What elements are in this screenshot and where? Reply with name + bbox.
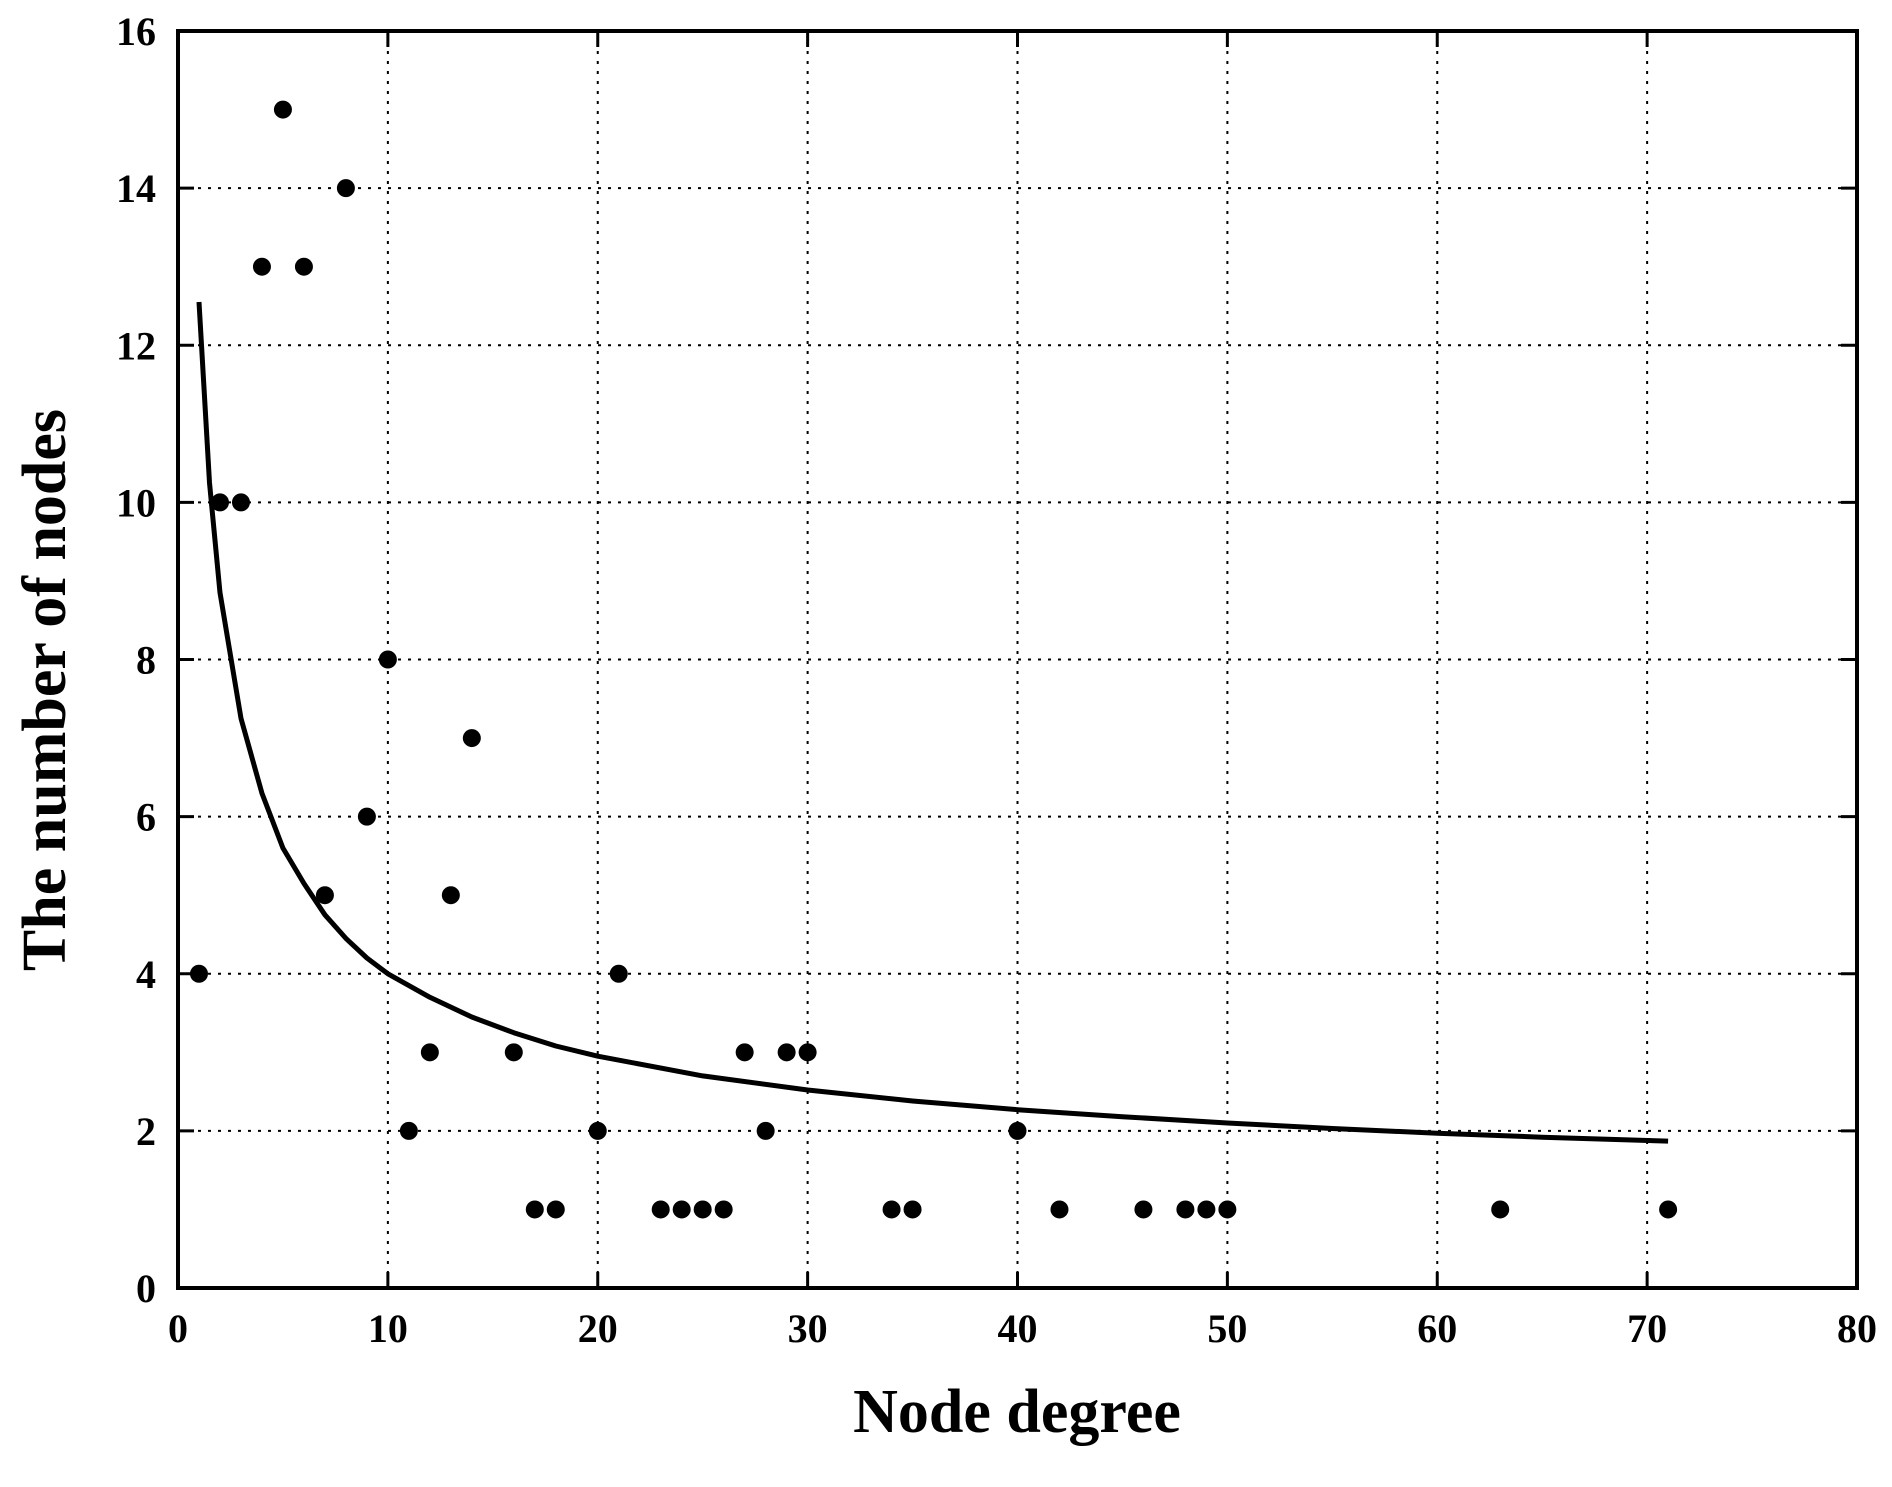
fit-curve — [196, 301, 1669, 1144]
data-point — [399, 1121, 418, 1140]
x-tick-label: 20 — [578, 1306, 618, 1351]
data-point — [273, 100, 292, 119]
x-tick-label: 30 — [788, 1306, 828, 1351]
y-tick-label: 4 — [136, 952, 156, 997]
data-point — [315, 886, 334, 905]
data-point — [1176, 1200, 1195, 1219]
x-tick-label: 40 — [998, 1306, 1038, 1351]
y-tick-label: 6 — [136, 795, 156, 840]
data-point — [420, 1043, 439, 1062]
data-point — [714, 1200, 733, 1219]
y-tick-label: 14 — [116, 166, 156, 211]
data-points — [189, 100, 1678, 1219]
x-tick-label: 60 — [1417, 1306, 1457, 1351]
data-point — [903, 1200, 922, 1219]
data-point — [357, 807, 376, 826]
x-tick-label: 80 — [1837, 1306, 1877, 1351]
data-point — [651, 1200, 670, 1219]
x-tick-label: 50 — [1207, 1306, 1247, 1351]
y-tick-label: 12 — [116, 323, 156, 368]
data-point — [210, 493, 229, 512]
data-point — [336, 179, 355, 198]
data-point — [504, 1043, 523, 1062]
data-point — [693, 1200, 712, 1219]
data-point — [777, 1043, 796, 1062]
fit-curve-layer — [196, 301, 1669, 1144]
data-point — [231, 493, 250, 512]
data-point — [756, 1121, 775, 1140]
grid — [178, 31, 1857, 1288]
data-point — [1218, 1200, 1237, 1219]
data-point — [546, 1200, 565, 1219]
data-point — [609, 964, 628, 983]
data-point — [1134, 1200, 1153, 1219]
data-point — [882, 1200, 901, 1219]
data-point — [1491, 1200, 1510, 1219]
data-point — [462, 729, 481, 748]
y-axis-label: The number of nodes — [11, 409, 79, 971]
data-point — [252, 257, 271, 276]
data-point — [1050, 1200, 1069, 1219]
data-point — [672, 1200, 691, 1219]
y-tick-label: 8 — [136, 638, 156, 683]
y-tick-label: 10 — [116, 480, 156, 525]
data-point — [1659, 1200, 1678, 1219]
x-axis-label: Node degree — [853, 1378, 1181, 1446]
data-point — [798, 1043, 817, 1062]
axis-ticks — [176, 29, 1859, 1290]
data-point — [525, 1200, 544, 1219]
data-point — [1197, 1200, 1216, 1219]
data-point — [378, 650, 397, 669]
y-tick-label: 16 — [116, 9, 156, 54]
data-point — [294, 257, 313, 276]
data-point — [735, 1043, 754, 1062]
data-point — [189, 964, 208, 983]
y-tick-label: 2 — [136, 1109, 156, 1154]
y-tick-label: 0 — [136, 1266, 156, 1311]
x-tick-label: 70 — [1627, 1306, 1667, 1351]
x-tick-label: 10 — [368, 1306, 408, 1351]
data-point — [441, 886, 460, 905]
tick-labels: 0 10 20 30 40 50 60 70 80 0 2 4 6 8 10 12 14 16 — [116, 9, 1877, 1351]
data-point — [588, 1121, 607, 1140]
x-tick-label: 0 — [168, 1306, 188, 1351]
data-point — [1008, 1121, 1027, 1140]
